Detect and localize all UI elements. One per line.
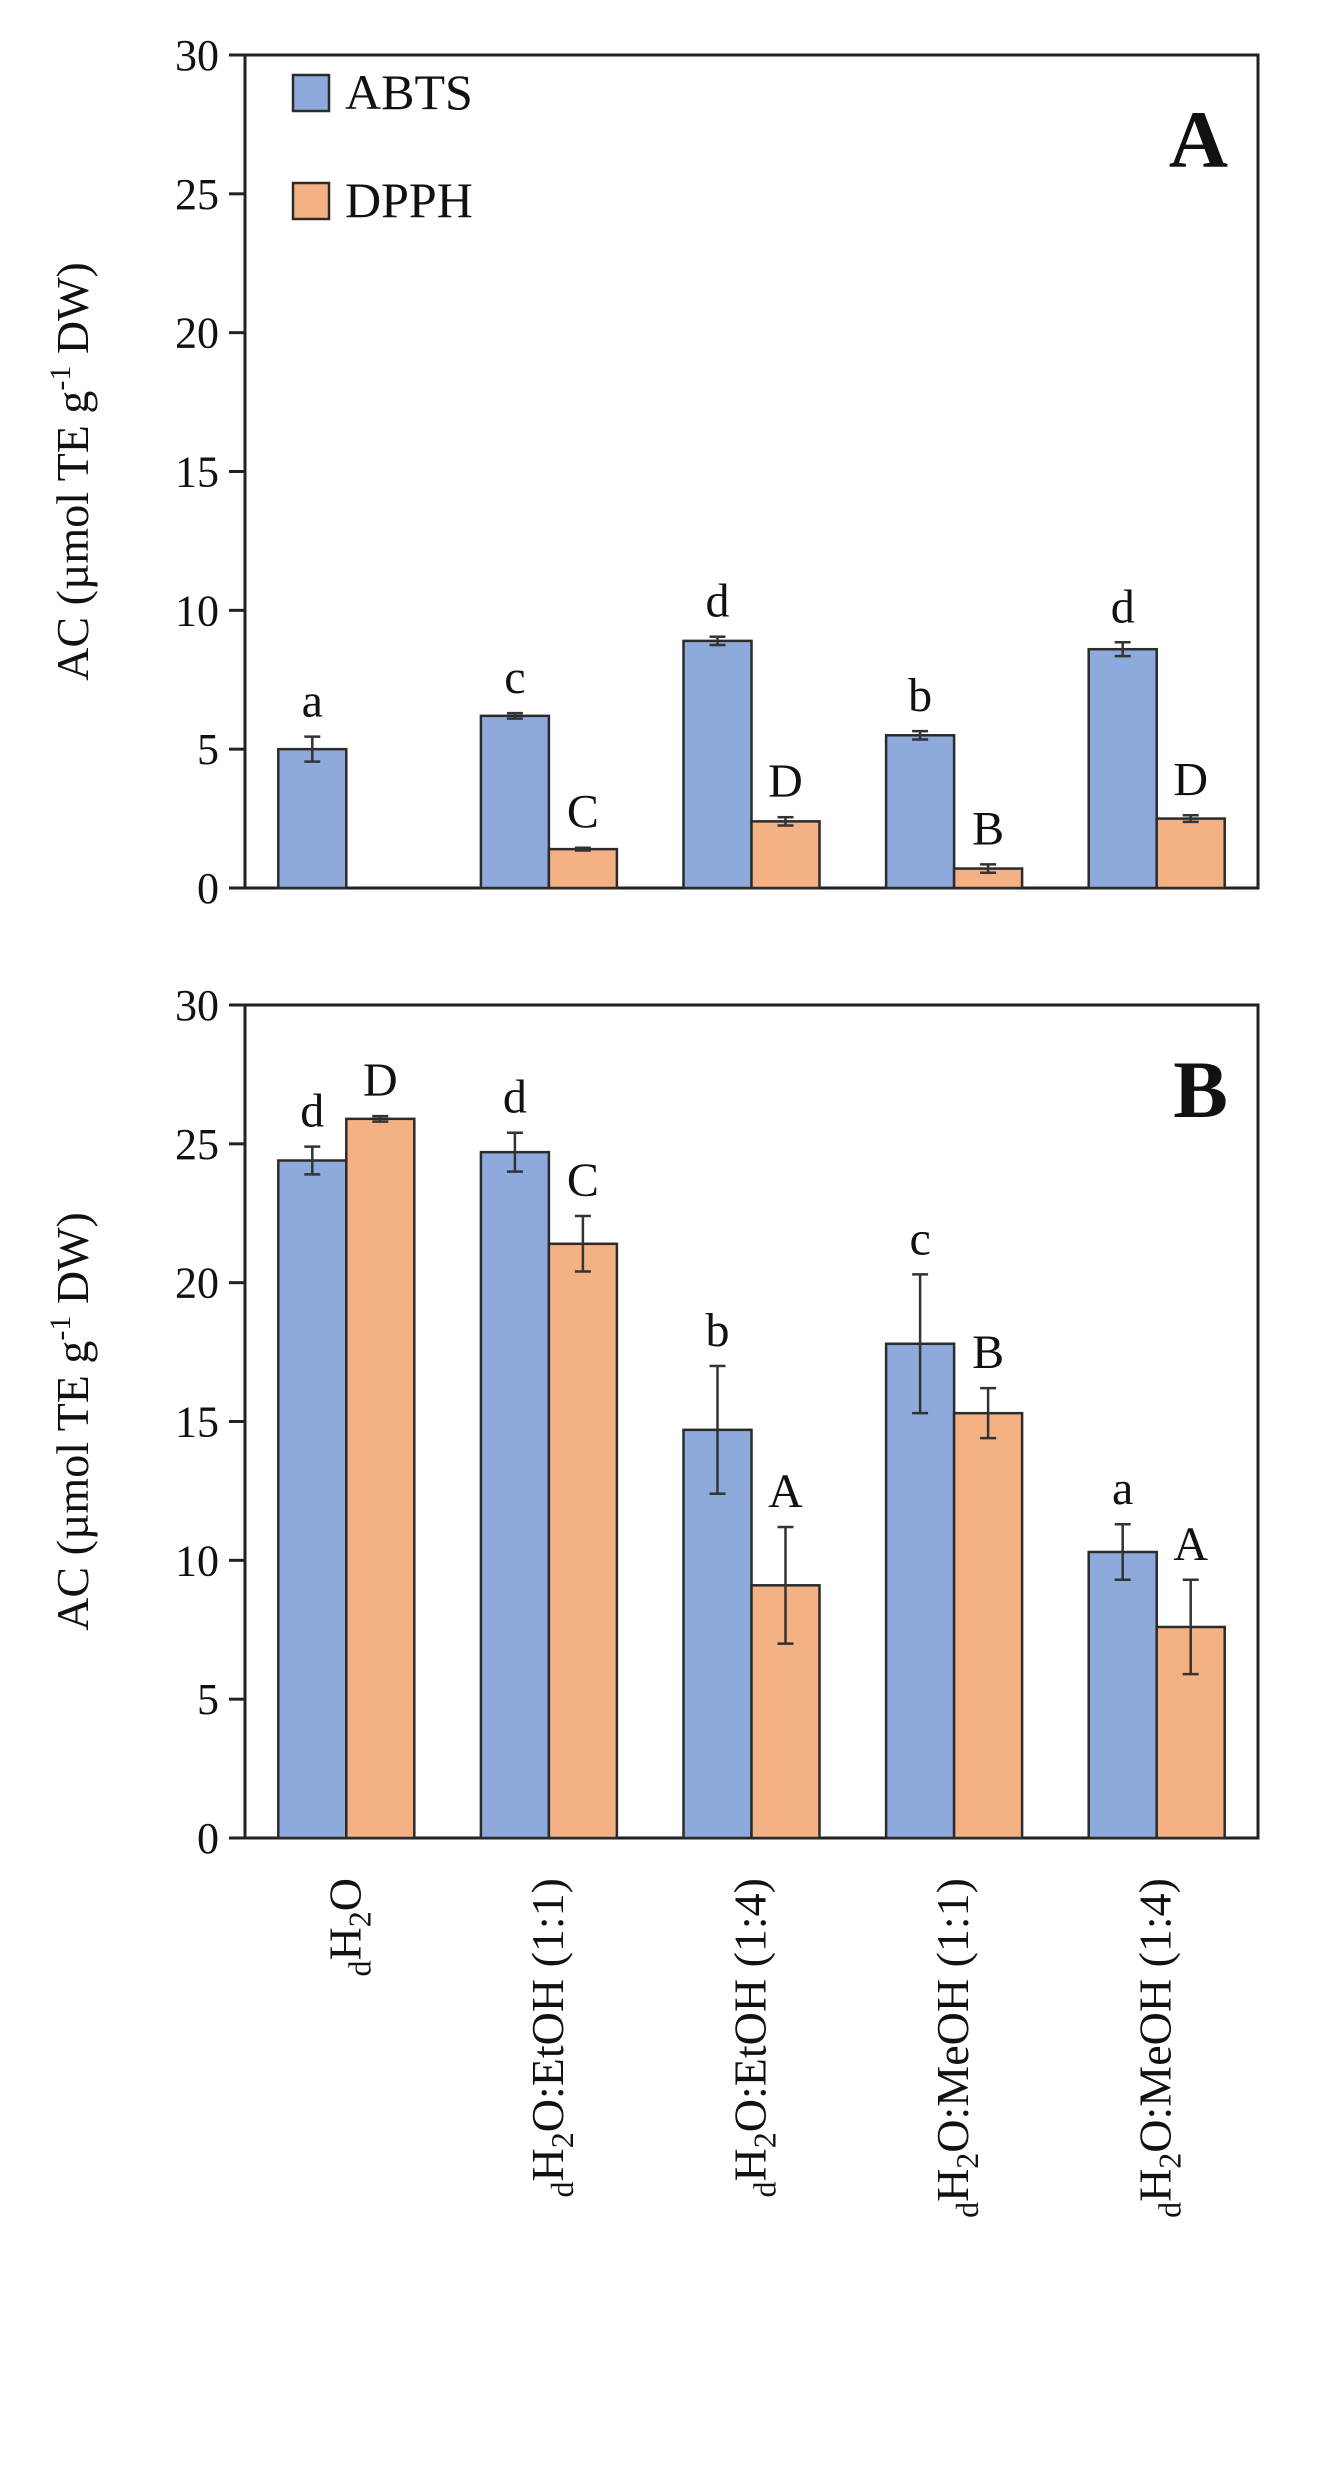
legend-swatch-abts (291, 73, 331, 113)
significance-letter: b (908, 669, 932, 722)
y-tick-label: 5 (197, 1675, 219, 1724)
x-category-label: dH2O:EtOH (1:1) (522, 1878, 580, 2197)
significance-letter: A (1173, 1518, 1208, 1571)
significance-letter: C (567, 1154, 599, 1207)
significance-letter: A (768, 1465, 803, 1518)
significance-letter: D (1173, 753, 1208, 806)
legend-label: DPPH (345, 172, 473, 228)
bar-dpph (547, 1242, 619, 1840)
panel-label: A (1169, 94, 1228, 185)
significance-letter: c (504, 651, 525, 704)
significance-letter: B (972, 1326, 1004, 1379)
bar-dpph (750, 820, 821, 890)
bar-abts (884, 1342, 956, 1840)
significance-letter: d (300, 1085, 324, 1138)
bar-dpph (345, 1117, 416, 1840)
significance-letter: d (706, 575, 730, 628)
x-category-label: dH2O:EtOH (1:4) (725, 1878, 783, 2197)
x-category-label: dH2O:MeOH (1:4) (1130, 1878, 1188, 2218)
y-tick-label: 0 (197, 1814, 219, 1863)
panel-label: B (1173, 1044, 1228, 1135)
bar-abts (682, 639, 753, 890)
y-tick-label: 30 (175, 981, 219, 1030)
legend-swatch-dpph (291, 181, 331, 221)
significance-letter: D (363, 1054, 398, 1107)
category-labels: dH2O dH2O:EtOH (1:1) dH2O:EtOH (1:4) dH2O:M… (319, 1878, 1187, 2218)
bar-abts (479, 714, 551, 890)
significance-letter: d (1111, 580, 1135, 633)
y-tick-label: 15 (175, 448, 219, 497)
y-tick-label: 20 (175, 1259, 219, 1308)
y-tick-label: 25 (175, 170, 219, 219)
bar-dpph (547, 847, 619, 890)
y-axis-label: AC (µmol TE g-1 DW) (44, 1212, 98, 1631)
bar-abts (479, 1150, 551, 1840)
bar-abts (277, 747, 348, 890)
significance-letter: D (768, 755, 803, 808)
bar-abts (1087, 1550, 1158, 1840)
significance-letter: B (972, 802, 1004, 855)
chart-panel-a: 0 5 10 15 20 25 30 AC (µmol TE g-1 DW) Aa c d b d C D B… (44, 31, 1260, 913)
significance-letter: a (1112, 1462, 1133, 1515)
y-tick-label: 25 (175, 1120, 219, 1169)
significance-letter: c (909, 1212, 930, 1265)
x-category-label: dH2O:MeOH (1:1) (927, 1878, 985, 2218)
significance-letter: a (302, 675, 323, 728)
bar-dpph (952, 1411, 1024, 1840)
significance-letter: C (567, 786, 599, 839)
chart-panel-b: 0 5 10 15 20 25 30 AC (µmol TE g-1 DW) Bd d b c a D C A… (44, 981, 1260, 1863)
y-tick-label: 10 (175, 586, 219, 635)
y-tick-label: 20 (175, 309, 219, 358)
y-tick-label: 10 (175, 1536, 219, 1585)
significance-letter: d (503, 1071, 527, 1124)
bar-abts (1087, 647, 1158, 890)
bar-dpph (1155, 817, 1226, 890)
legend-label: ABTS (345, 64, 473, 120)
y-axis-label: AC (µmol TE g-1 DW) (44, 262, 98, 681)
y-tick-label: 15 (175, 1398, 219, 1447)
significance-letter: b (706, 1304, 730, 1357)
bar-abts (884, 734, 956, 890)
y-tick-label: 30 (175, 31, 219, 80)
y-tick-label: 0 (197, 864, 219, 913)
bar-abts (277, 1159, 348, 1840)
y-tick-label: 5 (197, 725, 219, 774)
x-category-label: dH2O (319, 1878, 377, 1976)
